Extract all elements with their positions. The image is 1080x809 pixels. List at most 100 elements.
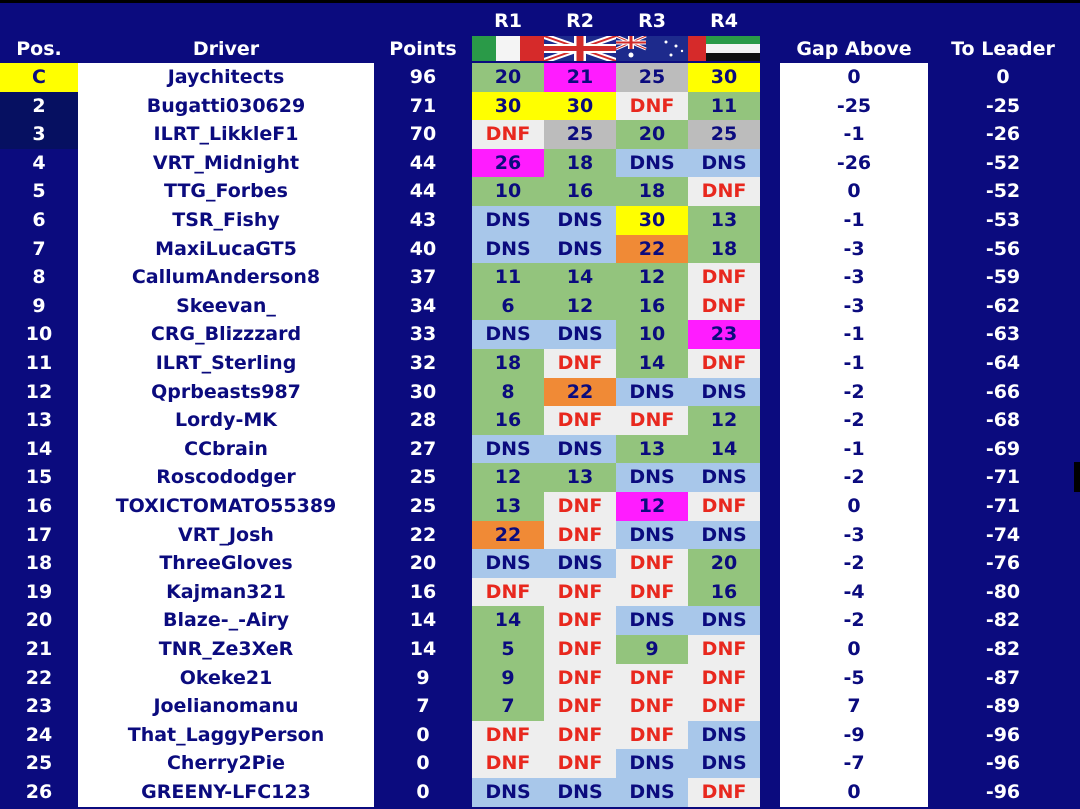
race-4-result: 12	[688, 406, 760, 435]
position-cell: 14	[25, 437, 53, 460]
race-3-result: 20	[616, 120, 688, 149]
gap-above-cell: -5	[780, 663, 928, 693]
points-cell: 9	[416, 666, 430, 689]
gap-above-cell: -2	[780, 606, 928, 635]
race-1-result: DNS	[472, 320, 544, 349]
driver-name: Skeevan_	[78, 291, 374, 321]
race-3-result: DNS	[616, 749, 688, 778]
gap-above-cell: -4	[780, 577, 928, 607]
points-cell: 43	[409, 209, 437, 231]
race-1-result: DNF	[472, 749, 544, 778]
race-1-result: 12	[472, 463, 544, 492]
to-leader-cell: -82	[985, 609, 1021, 632]
italy-flag-icon	[472, 36, 544, 61]
gap-above-cell: -1	[780, 206, 928, 235]
driver-name: Jaychitects	[78, 63, 374, 92]
driver-name: ThreeGloves	[78, 549, 374, 578]
points-cell: 22	[409, 523, 437, 546]
driver-name: TTG_Forbes	[78, 177, 374, 206]
table-row: 11 ILRT_Sterling 32 18 DNF 14 DNF -1 -64	[0, 349, 1080, 378]
table-row: 5 TTG_Forbes 44 10 16 18 DNF 0 -52	[0, 177, 1080, 206]
position-cell: 16	[25, 495, 53, 517]
points-cell: 28	[409, 409, 437, 432]
to-leader-cell: -96	[985, 781, 1021, 803]
race-1-result: DNS	[472, 434, 544, 464]
gap-above-cell: 0	[780, 492, 928, 521]
points-cell: 32	[409, 352, 437, 374]
header-r1: R1	[494, 10, 522, 32]
race-2-result: 18	[544, 148, 616, 178]
table-row: 10 CRG_Blizzzard 33 DNS DNS 10 23 -1 -63	[0, 320, 1080, 349]
race-2-result: DNS	[544, 434, 616, 464]
race-4-result: DNF	[688, 778, 760, 807]
race-3-result: DNS	[616, 148, 688, 178]
table-row: 15 Roscododger 25 12 13 DNS DNS -2 -71	[0, 463, 1080, 492]
points-cell: 96	[409, 66, 437, 88]
driver-name: TSR_Fishy	[78, 206, 374, 235]
position-cell: 23	[25, 695, 53, 718]
race-3-result: DNF	[616, 549, 688, 578]
to-leader-cell: -69	[985, 437, 1021, 460]
position-cell: 12	[25, 380, 53, 403]
race-1-result: DNS	[472, 778, 544, 807]
points-cell: 14	[409, 609, 437, 632]
gap-above-cell: -1	[780, 320, 928, 349]
race-4-result: 16	[688, 577, 760, 607]
race-1-result: 11	[472, 263, 544, 292]
table-row: 7 MaxiLucaGT5 40 DNS DNS 22 18 -3 -56	[0, 234, 1080, 264]
to-leader-cell: -82	[985, 638, 1021, 660]
driver-name: CRG_Blizzzard	[78, 320, 374, 349]
driver-name: VRT_Josh	[78, 520, 374, 550]
driver-name: Kajman321	[78, 577, 374, 607]
race-2-result: DNF	[544, 577, 616, 607]
race-3-result: DNS	[616, 463, 688, 492]
race-1-result: 7	[472, 692, 544, 721]
table-row: 18 ThreeGloves 20 DNS DNS DNF 20 -2 -76	[0, 549, 1080, 578]
table-row: 2 Bugatti030629 71 30 30 DNF 11 -25 -25	[0, 91, 1080, 121]
gap-above-cell: -3	[780, 520, 928, 550]
to-leader-cell: -96	[985, 752, 1021, 775]
race-3-result: 30	[616, 206, 688, 235]
race-1-result: DNS	[472, 234, 544, 264]
header-r3: R3	[638, 10, 666, 32]
points-cell: 71	[409, 94, 437, 117]
race-4-result: 13	[688, 206, 760, 235]
race-1-result: 16	[472, 406, 544, 435]
driver-name: Joelianomanu	[78, 692, 374, 721]
position-cell: 17	[25, 523, 53, 546]
to-leader-cell: -63	[985, 323, 1021, 346]
position-cell: 10	[25, 323, 53, 346]
to-leader-cell: -53	[985, 209, 1021, 231]
race-3-result: 14	[616, 349, 688, 378]
race-4-result: 14	[688, 434, 760, 464]
header-r2: R2	[566, 10, 594, 32]
race-1-result: 18	[472, 349, 544, 378]
race-1-result: 30	[472, 91, 544, 121]
header-points: Points	[389, 38, 457, 60]
to-leader-cell: -80	[985, 580, 1021, 603]
driver-name: MaxiLucaGT5	[78, 234, 374, 264]
race-4-result: DNF	[688, 263, 760, 292]
table-row: 23 Joelianomanu 7 7 DNF DNF DNF 7 -89	[0, 692, 1080, 721]
race-4-result: DNF	[688, 635, 760, 664]
race-2-result: DNS	[544, 549, 616, 578]
race-2-result: DNF	[544, 349, 616, 378]
race-4-result: DNF	[688, 692, 760, 721]
position-cell: 4	[32, 151, 46, 174]
race-4-result: DNS	[688, 720, 760, 750]
points-cell: 0	[416, 781, 430, 803]
race-2-result: DNF	[544, 720, 616, 750]
uk-flag-icon	[544, 36, 616, 61]
position-cell: 25	[25, 752, 53, 775]
position-cell: 26	[25, 781, 53, 803]
position-cell: 3	[0, 120, 78, 149]
header-pos: Pos.	[16, 38, 62, 60]
race-1-result: 5	[472, 635, 544, 664]
table-row: 8 CallumAnderson8 37 11 14 12 DNF -3 -59	[0, 263, 1080, 292]
driver-name: Bugatti030629	[78, 91, 374, 121]
race-3-result: 10	[616, 320, 688, 349]
race-2-result: 13	[544, 463, 616, 492]
race-1-result: DNF	[472, 120, 544, 149]
position-cell: 21	[25, 638, 53, 660]
to-leader-cell: -96	[985, 723, 1021, 746]
